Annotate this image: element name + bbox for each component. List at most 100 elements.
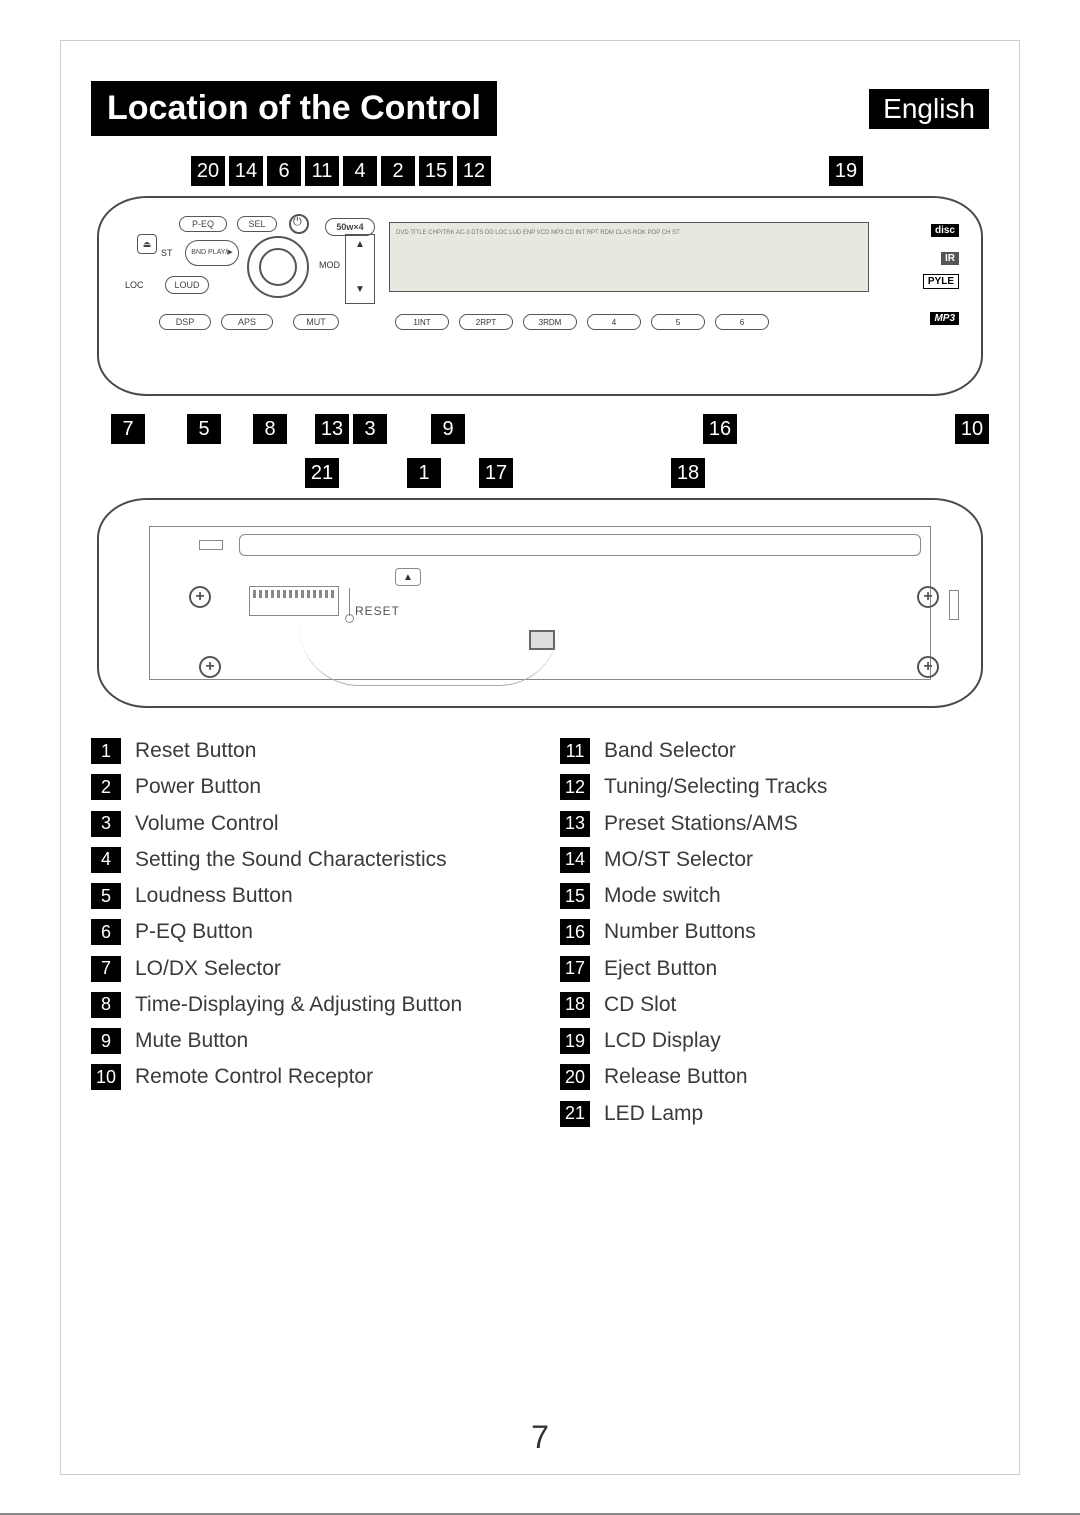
mid-callout-row: 7 5 8 13 3 9 16 10	[91, 414, 989, 444]
legend-row: 14MO/ST Selector	[560, 847, 989, 873]
legend-text: Remote Control Receptor	[135, 1064, 373, 1090]
legend-number: 15	[560, 883, 590, 909]
legend-number: 9	[91, 1028, 121, 1054]
legend-number: 17	[560, 956, 590, 982]
callout-box: 10	[955, 414, 989, 444]
plus-icon: +	[189, 586, 211, 608]
disc-badge: disc	[931, 224, 959, 237]
callout-box: 12	[457, 156, 491, 186]
legend-text: MO/ST Selector	[604, 847, 753, 873]
top-callout-row: 20 14 6 11 4 2 15 12 19	[191, 156, 989, 186]
legend-number: 21	[560, 1101, 590, 1127]
callout-box: 15	[419, 156, 453, 186]
header-row: Location of the Control English	[91, 81, 989, 136]
pyle-badge: PYLE	[923, 274, 959, 289]
power-symbol: ⏻	[293, 216, 302, 229]
legend-number: 13	[560, 811, 590, 837]
peq-button: P-EQ	[179, 216, 227, 232]
legend-row: 15 Mode switch	[560, 883, 989, 909]
callout-box: 14	[229, 156, 263, 186]
callout-box: 13	[315, 414, 349, 444]
legend-row: 20Release Button	[560, 1064, 989, 1090]
page-number: 7	[531, 1419, 549, 1456]
legend-row: 4 Setting the Sound Characteristics	[91, 847, 520, 873]
lcd-content: DVD TITLE CHP/TRK AC-3 DTS DD LOC LUD EN…	[392, 225, 866, 241]
legend-row: 16 Number Buttons	[560, 919, 989, 945]
legend-row: 3Volume Control	[91, 811, 520, 837]
callout-box: 3	[353, 414, 387, 444]
legend-number: 3	[91, 811, 121, 837]
mut-button: MUT	[293, 314, 339, 330]
callout-box: 16	[703, 414, 737, 444]
num-button-1: 1INT	[395, 314, 449, 330]
plus-icon: +	[917, 656, 939, 678]
legend-text: Mode switch	[604, 883, 721, 909]
open-frame-diagram: RESET ▲ + + + +	[97, 498, 983, 708]
legend-number: 5	[91, 883, 121, 909]
legend-number: 4	[91, 847, 121, 873]
legend-number: 16	[560, 919, 590, 945]
reset-label: RESET	[355, 604, 400, 618]
page-frame: Location of the Control English 20 14 6 …	[60, 40, 1020, 1475]
led-stick	[349, 588, 350, 616]
arc-line	[299, 626, 559, 686]
reset-box	[249, 586, 339, 616]
legend-row: 7LO/DX Selector	[91, 956, 520, 982]
legend-text: Reset Button	[135, 738, 256, 764]
plus-icon: +	[199, 656, 221, 678]
callout-box: 4	[343, 156, 377, 186]
legend-number: 10	[91, 1064, 121, 1090]
legend-text: Power Button	[135, 774, 261, 800]
num-button-6: 6	[715, 314, 769, 330]
eject-chip: ▲	[395, 568, 421, 586]
legend-row: 10 Remote Control Receptor	[91, 1064, 520, 1090]
legend-number: 20	[560, 1064, 590, 1090]
legend-text: LED Lamp	[604, 1101, 703, 1127]
callout-box: 1	[407, 458, 441, 488]
legend-row: 2Power Button	[91, 774, 520, 800]
legend-text: CD Slot	[604, 992, 676, 1018]
callout-box: 9	[431, 414, 465, 444]
legend-text: Number Buttons	[604, 919, 756, 945]
legend-text: Setting the Sound Characteristics	[135, 847, 447, 873]
legend-text: Time-Displaying & Adjusting Button	[135, 992, 462, 1018]
callout-box: 11	[305, 156, 339, 186]
legend-number: 19	[560, 1028, 590, 1054]
release-icon: ⏏	[137, 234, 157, 254]
second-callout-row: 21 1 17 18	[91, 458, 989, 488]
legend-row: 19LCD Display	[560, 1028, 989, 1054]
cd-slot	[239, 534, 921, 556]
legend-row: 9Mute Button	[91, 1028, 520, 1054]
lcd-display: PLCD63MP3 DVD TITLE CHP/TRK AC-3 DTS DD …	[389, 222, 869, 292]
callout-box: 20	[191, 156, 225, 186]
num-button-5: 5	[651, 314, 705, 330]
plus-icon: +	[917, 586, 939, 608]
callout-box: 21	[305, 458, 339, 488]
callout-box: 17	[479, 458, 513, 488]
callout-box: 19	[829, 156, 863, 186]
legend-right-col: 11Band Selector12Tuning/Selecting Tracks…	[560, 738, 989, 1137]
legend-row: 12Tuning/Selecting Tracks	[560, 774, 989, 800]
legend-number: 7	[91, 956, 121, 982]
num-button-2: 2RPT	[459, 314, 513, 330]
legend: 1Reset Button2Power Button3Volume Contro…	[91, 738, 989, 1137]
legend-text: Tuning/Selecting Tracks	[604, 774, 827, 800]
small-tab	[199, 540, 223, 550]
legend-text: Loudness Button	[135, 883, 293, 909]
side-notch	[949, 590, 959, 620]
legend-text: Band Selector	[604, 738, 736, 764]
legend-text: Preset Stations/AMS	[604, 811, 798, 837]
loud-button: LOUD	[165, 276, 209, 294]
stereo-diagram: ⏏ P-EQ SEL ⏻ 50w×4 ST BND PLAY/▶ LOC LOU…	[91, 196, 989, 396]
led-bulb	[345, 614, 354, 623]
legend-text: Eject Button	[604, 956, 717, 982]
ir-badge: IR	[941, 252, 959, 265]
page-title: Location of the Control	[91, 81, 497, 136]
legend-number: 18	[560, 992, 590, 1018]
callout-box: 18	[671, 458, 705, 488]
dsp-button: DSP	[159, 314, 211, 330]
legend-row: 18 CD Slot	[560, 992, 989, 1018]
loc-label: LOC	[125, 280, 144, 290]
callout-box: 8	[253, 414, 287, 444]
language-badge: English	[869, 89, 989, 129]
